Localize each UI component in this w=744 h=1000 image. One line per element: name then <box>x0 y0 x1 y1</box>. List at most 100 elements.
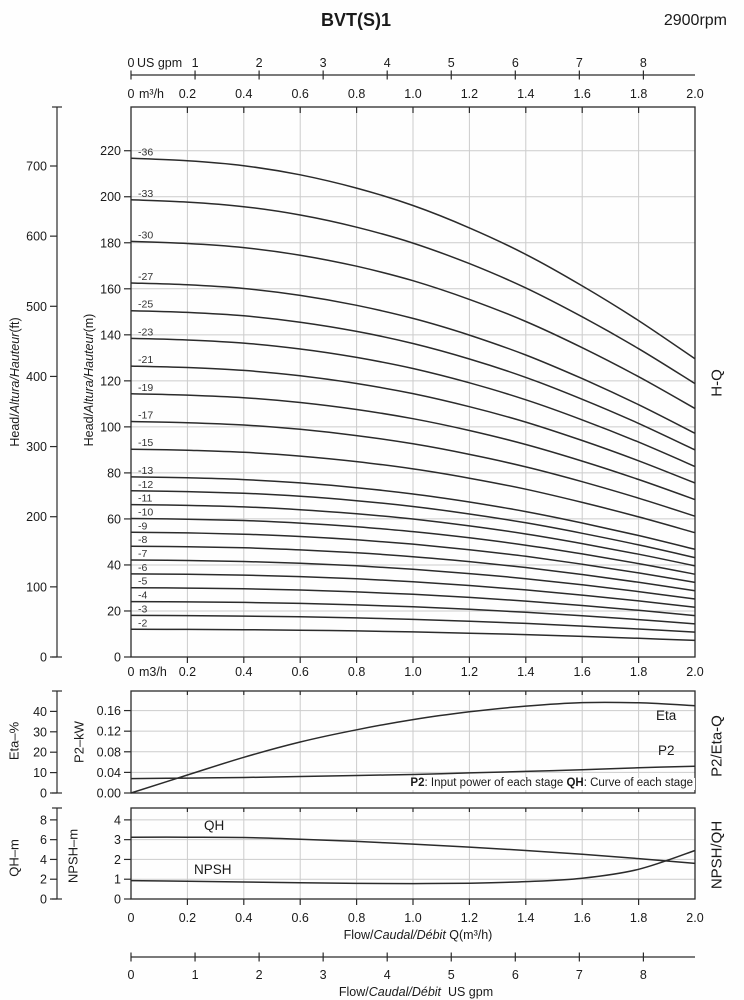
bot-x-tick-label: 0.4 <box>235 911 252 925</box>
npsh-axis-title: NPSH–m <box>65 828 81 884</box>
hq-stage-label: -23 <box>138 326 153 338</box>
hq-curve-19-stages <box>130 393 696 501</box>
head-m-tick-label: 60 <box>107 512 121 526</box>
note-qh-text: : Curve of each stage <box>583 777 693 789</box>
hq-curve-15-stages <box>130 448 696 534</box>
npsh-curve <box>130 849 696 885</box>
head-ft-tick-label: 500 <box>26 300 47 314</box>
top-m3h-tick-label: 0.8 <box>348 87 365 101</box>
top-gpm-tick-label: 8 <box>640 56 647 70</box>
head-ft-tick-label: 200 <box>26 510 47 524</box>
top-m3h-zero-label: 0 <box>128 87 135 101</box>
head-ft-tick-label: 0 <box>40 651 47 665</box>
bottom-gpm-tick-label: 4 <box>384 968 391 982</box>
ft-axis-title-unit: (ft) <box>7 317 22 333</box>
top-gpm-tick-label: 6 <box>512 56 519 70</box>
head-m-tick-label: 0 <box>114 651 121 665</box>
main-x-tick-label: 0.6 <box>292 665 309 679</box>
bot-x-tick-label: 2.0 <box>686 911 703 925</box>
flow-gpm-italic: Caudal/Débit <box>368 985 442 999</box>
hq-curve-12-stages <box>130 490 696 559</box>
p2-tick-label: 0.12 <box>97 725 121 739</box>
top-m3h-tick-label: 1.4 <box>517 87 534 101</box>
eta-tick-label: 30 <box>33 725 47 739</box>
main-x-tick-label: 0.2 <box>179 665 196 679</box>
qh-axis-title: QH–m <box>6 839 22 877</box>
head-m-tick-label: 120 <box>100 374 121 388</box>
hq-stage-label: -10 <box>138 506 153 518</box>
bot-x-tick-label: 1.4 <box>517 911 534 925</box>
bottom-gpm-tick-label: 8 <box>640 968 647 982</box>
hq-curve-36-stages <box>130 157 696 360</box>
bot-x-tick-label: 1.2 <box>461 911 478 925</box>
hq-curve-10-stages <box>130 517 696 575</box>
m-axis-title-unit: (m) <box>81 313 96 333</box>
hq-stage-label: -13 <box>138 465 153 477</box>
flow-gpm-axis-title: Flow/Caudal/Débit US gpm <box>339 986 493 999</box>
bottom-gpm-tick-label: 5 <box>448 968 455 982</box>
top-m3h-tick-label: 2.0 <box>686 87 703 101</box>
ft-axis-title: Head/Altura/Hauteur(ft) <box>7 317 22 446</box>
note-p2-text: : Input power of each stage <box>424 777 567 789</box>
hq-stage-label: -12 <box>138 479 153 491</box>
head-m-tick-label: 160 <box>100 282 121 296</box>
hq-curve-13-stages <box>130 476 696 551</box>
hq-curve-21-stages <box>130 365 696 484</box>
head-ft-tick-label: 400 <box>26 370 47 384</box>
head-m-tick-label: 220 <box>100 144 121 158</box>
m-axis-title: Head/Altura/Hauteur(m) <box>81 313 96 447</box>
top-gpm-unit-label: US gpm <box>137 56 183 70</box>
npsh-tick-label: 2 <box>114 853 121 867</box>
bot-x-tick-label: 0 <box>128 911 135 925</box>
main-x-tick-label: 1.8 <box>630 665 647 679</box>
p2-tick-label: 0.08 <box>97 745 121 759</box>
top-gpm-tick-label: 0 <box>128 56 135 70</box>
bot-x-tick-label: 0.8 <box>348 911 365 925</box>
hq-stage-label: -9 <box>138 520 147 532</box>
flow-q-italic: Caudal/Débit <box>373 928 446 942</box>
head-m-tick-label: 180 <box>100 236 121 250</box>
hq-curve-3-stages <box>130 614 696 633</box>
hq-stage-label: -2 <box>138 617 147 629</box>
hq-stage-label: -3 <box>138 603 147 615</box>
ft-axis-title-italic: Altura/Hauteur <box>7 332 22 414</box>
hq-curve-2-stages <box>130 628 696 642</box>
npsh-tick-label: 4 <box>114 813 121 827</box>
top-m3h-tick-label: 1.6 <box>574 87 591 101</box>
bottom-gpm-tick-label: 1 <box>192 968 199 982</box>
qh-curve <box>130 836 696 865</box>
hq-curve-4-stages <box>130 600 696 625</box>
bot-x-tick-label: 1.8 <box>630 911 647 925</box>
bot-x-tick-label: 0.6 <box>292 911 309 925</box>
head-ft-tick-label: 700 <box>26 160 47 174</box>
bot-x-tick-label: 1.6 <box>574 911 591 925</box>
head-ft-tick-label: 300 <box>26 440 47 454</box>
hq-stage-label: -15 <box>138 437 153 449</box>
p2eta-panel-label: P2/Eta-Q <box>708 715 726 777</box>
m-axis-title-italic: Altura/Hauteur <box>81 332 96 413</box>
top-gpm-tick-label: 3 <box>320 56 327 70</box>
hq-stage-label: -30 <box>138 229 153 241</box>
hq-curve-8-stages <box>130 545 696 592</box>
flow-gpm-unit: US gpm <box>441 985 494 999</box>
head-m-tick-label: 20 <box>107 604 121 618</box>
head-m-tick-label: 200 <box>100 190 121 204</box>
head-ft-tick-label: 100 <box>26 580 47 594</box>
hq-stage-label: -5 <box>138 576 147 588</box>
npshqh-panel-label: NPSH/QH <box>708 820 726 890</box>
eta-tick-label: 40 <box>33 705 47 719</box>
head-m-tick-label: 100 <box>100 420 121 434</box>
hq-stage-label: -21 <box>138 354 153 366</box>
top-gpm-tick-label: 5 <box>448 56 455 70</box>
qh-tick-label: 2 <box>40 873 47 887</box>
hq-stage-label: -19 <box>138 382 153 394</box>
qh-tick-label: 6 <box>40 833 47 847</box>
eta-tick-label: 10 <box>33 766 47 780</box>
bottom-gpm-tick-label: 3 <box>320 968 327 982</box>
hq-curve-23-stages <box>130 337 696 468</box>
hq-stage-label: -6 <box>138 562 147 574</box>
top-m3h-tick-label: 1.2 <box>461 87 478 101</box>
eta-tick-label: 0 <box>40 787 47 801</box>
top-m3h-tick-label: 1.8 <box>630 87 647 101</box>
p2-curve <box>130 765 696 780</box>
